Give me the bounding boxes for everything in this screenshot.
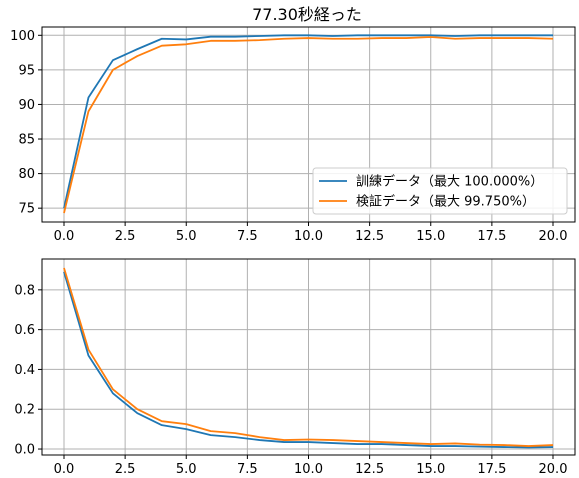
- x-tick-label: 0.0: [54, 229, 75, 244]
- x-tick-label: 7.5: [237, 462, 258, 477]
- y-tick-label: 90: [18, 98, 35, 113]
- x-tick-label: 17.5: [477, 462, 506, 477]
- accuracy-plot: 0.0 2.5 5.0 7.5 10.0 12.5 15.0 17.5 20.0 75 80 85 90…: [10, 26, 576, 244]
- legend: 訓練データ（最大 100.000%） 検証データ（最大 99.750%）: [312, 167, 568, 215]
- x-tick-label: 17.5: [477, 229, 506, 244]
- y-tick-label: 0.0: [14, 443, 35, 458]
- x-tick-label: 10.0: [294, 229, 323, 244]
- x-tick-label: 5.0: [176, 462, 197, 477]
- x-tick-label: 2.5: [115, 462, 136, 477]
- x-tick-label: 12.5: [355, 462, 384, 477]
- x-tick-label: 20.0: [539, 462, 568, 477]
- y-tick-label: 80: [18, 167, 35, 182]
- x-tick-label: 5.0: [176, 229, 197, 244]
- accuracy-series-line-validation: [63, 36, 554, 214]
- x-tick-label: 7.5: [237, 229, 258, 244]
- y-tick-label: 0.6: [14, 323, 35, 338]
- legend-label: 訓練データ（最大 100.000%）: [356, 174, 543, 190]
- y-tick-label: 85: [18, 133, 35, 148]
- legend-label: 検証データ（最大 99.750%）: [356, 194, 535, 210]
- chart-title: 77.30秒経った: [252, 5, 362, 24]
- loss-plot: 0.0 2.5 5.0 7.5 10.0 12.5 15.0 17.5 20.0 0.0 0.2 0.…: [14, 258, 576, 477]
- loss-series-line-validation: [63, 267, 554, 447]
- y-tick-label: 75: [18, 202, 35, 217]
- x-tick-label: 20.0: [539, 229, 568, 244]
- x-tick-label: 15.0: [416, 462, 445, 477]
- y-tick-label: 100: [10, 29, 35, 44]
- x-tick-label: 2.5: [115, 229, 136, 244]
- x-tick-label: 12.5: [355, 229, 384, 244]
- legend-box: [312, 167, 568, 215]
- x-tick-label: 15.0: [416, 229, 445, 244]
- x-tick-label: 0.0: [54, 462, 75, 477]
- y-tick-label: 0.8: [14, 283, 35, 298]
- accuracy-series-line-train: [63, 34, 553, 209]
- y-tick-label: 0.2: [14, 403, 35, 418]
- x-tick-label: 10.0: [294, 462, 323, 477]
- y-tick-label: 0.4: [14, 363, 35, 378]
- loss-series-line-train: [63, 271, 554, 449]
- y-tick-label: 95: [18, 63, 35, 78]
